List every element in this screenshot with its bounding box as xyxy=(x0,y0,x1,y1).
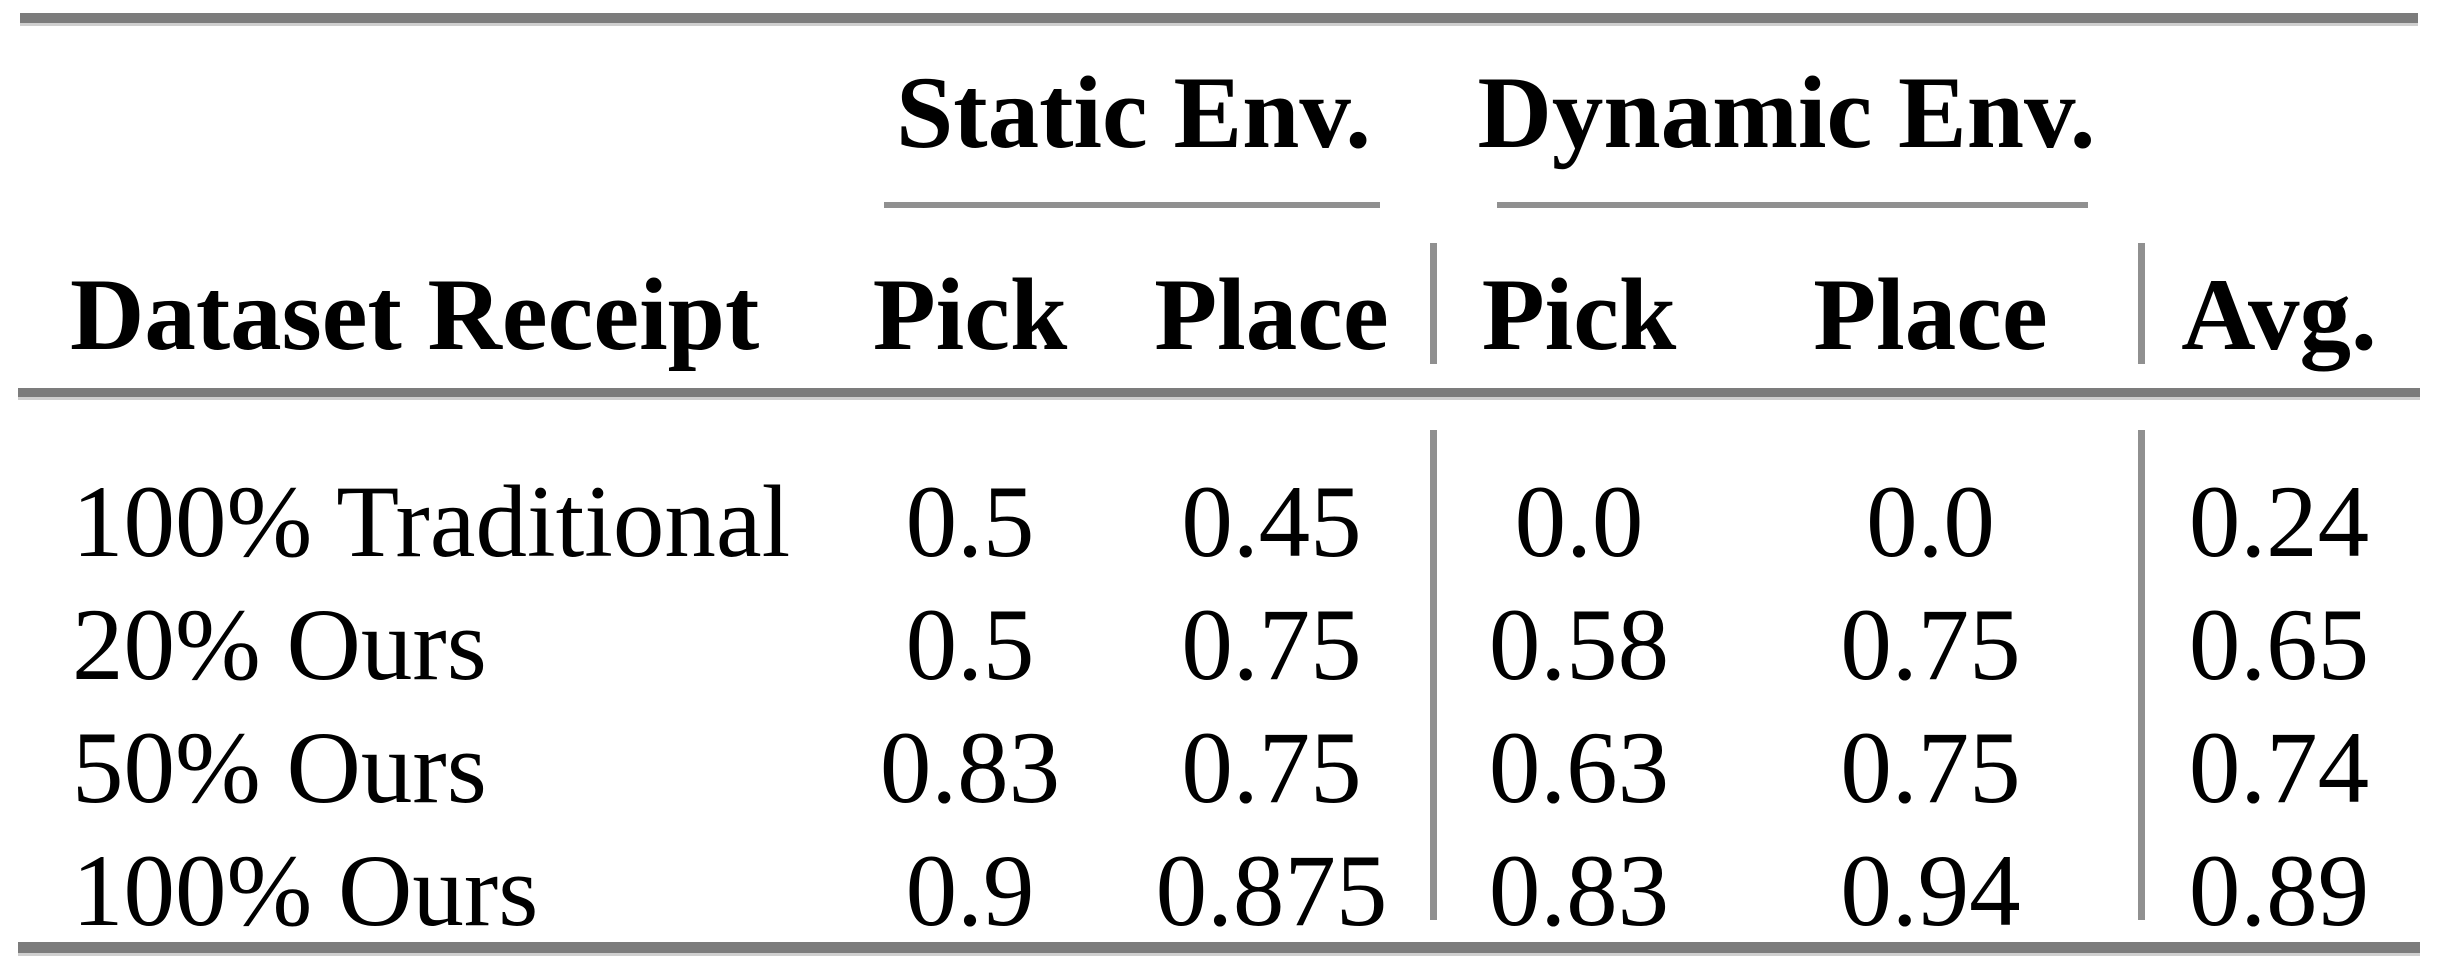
table-row-50-ours: 50% Ours 0.83 0.75 0.63 0.75 0.74 xyxy=(20,707,2420,830)
row-0-dynamic-pick: 0.0 xyxy=(1514,465,1644,579)
col-header-static-pick: Pick xyxy=(872,257,1068,372)
row-1-label: 20% Ours xyxy=(72,588,487,702)
group-header-empty-cell-avg xyxy=(2138,24,2420,240)
row-1-dynamic-pick: 0.58 xyxy=(1488,588,1670,702)
group-header-row: Static Env. Dynamic Env. xyxy=(20,24,2420,240)
row-2-avg: 0.74 xyxy=(2188,711,2370,825)
group-header-static-cell: Static Env. xyxy=(832,24,1435,240)
table-row-20-ours: 20% Ours 0.5 0.75 0.58 0.75 0.65 xyxy=(20,584,2420,707)
group-header-static-label: Static Env. xyxy=(895,55,1372,170)
row-2-static-place: 0.75 xyxy=(1181,711,1362,825)
group-header-dynamic-label: Dynamic Env. xyxy=(1477,55,2096,170)
row-2-dynamic-place: 0.75 xyxy=(1840,711,2021,825)
row-3-avg: 0.89 xyxy=(2188,834,2370,948)
table-row-100-ours: 100% Ours 0.9 0.875 0.83 0.94 0.89 xyxy=(20,830,2420,953)
cmidrule-dynamic xyxy=(1497,202,2088,208)
row-0-dynamic-place: 0.0 xyxy=(1866,465,1995,579)
group-header-empty-cell xyxy=(20,24,832,240)
cmidrule-static xyxy=(884,202,1380,208)
separator-dynamic-avg-header xyxy=(2138,243,2145,364)
table-row-100-traditional: 100% Traditional 0.5 0.45 0.0 0.0 0.24 xyxy=(20,461,2420,584)
table-bottom-rule xyxy=(18,942,2420,953)
col-header-avg: Avg. xyxy=(2181,257,2377,372)
col-header-dataset-receipt: Dataset Receipt xyxy=(70,257,760,372)
row-3-label: 100% Ours xyxy=(72,834,539,948)
table-top-rule xyxy=(20,13,2418,23)
body-top-spacer xyxy=(20,428,2420,461)
row-2-label: 50% Ours xyxy=(72,711,487,825)
table-header-rule xyxy=(18,388,2420,397)
group-header-dynamic-cell: Dynamic Env. xyxy=(1435,24,2138,240)
col-header-dynamic-place: Place xyxy=(1813,257,2048,372)
separator-static-dynamic-header xyxy=(1430,243,1437,364)
row-2-dynamic-pick: 0.63 xyxy=(1488,711,1670,825)
row-0-avg: 0.24 xyxy=(2188,465,2370,579)
row-2-static-pick: 0.83 xyxy=(879,711,1061,825)
row-1-avg: 0.65 xyxy=(2188,588,2370,702)
row-1-dynamic-place: 0.75 xyxy=(1840,588,2021,702)
separator-static-dynamic-body xyxy=(1430,430,1437,920)
row-3-dynamic-pick: 0.83 xyxy=(1488,834,1670,948)
results-table: Static Env. Dynamic Env. Dataset Receipt… xyxy=(20,24,2420,953)
col-header-dynamic-pick: Pick xyxy=(1481,257,1677,372)
column-header-row: Dataset Receipt Pick Place Pick Place Av… xyxy=(20,240,2420,428)
row-3-dynamic-place: 0.94 xyxy=(1840,834,2021,948)
row-0-static-place: 0.45 xyxy=(1181,465,1362,579)
row-3-static-pick: 0.9 xyxy=(905,834,1035,948)
row-0-label: 100% Traditional xyxy=(72,465,791,579)
row-3-static-place: 0.875 xyxy=(1155,834,1388,948)
row-1-static-pick: 0.5 xyxy=(905,588,1035,702)
row-1-static-place: 0.75 xyxy=(1181,588,1362,702)
col-header-static-place: Place xyxy=(1154,257,1389,372)
separator-dynamic-avg-body xyxy=(2138,430,2145,920)
row-0-static-pick: 0.5 xyxy=(905,465,1035,579)
